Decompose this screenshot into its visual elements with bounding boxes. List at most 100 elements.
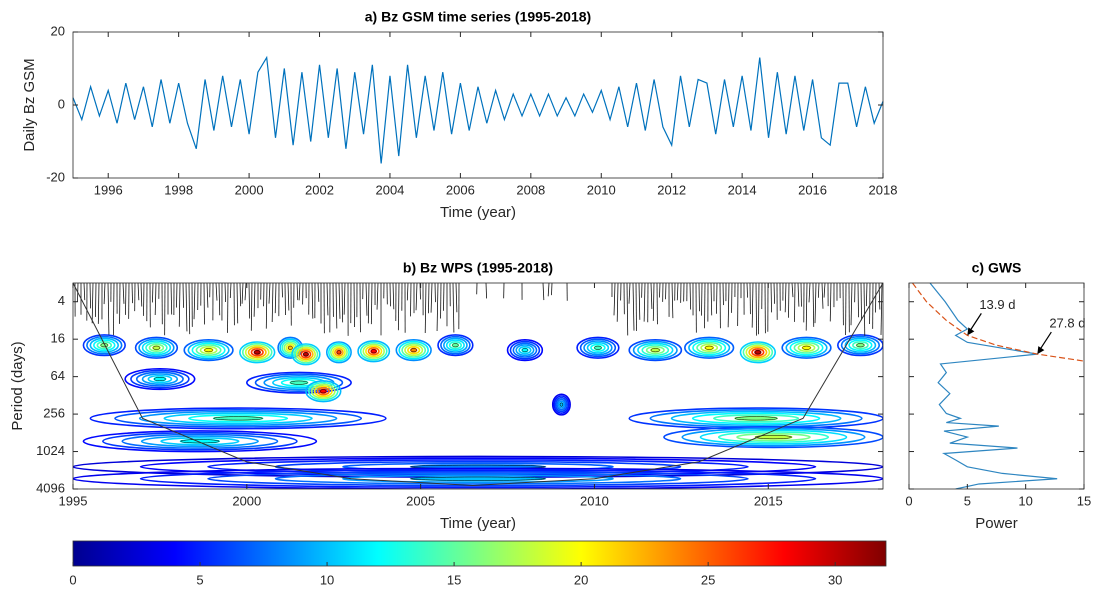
small-scale-contour bbox=[83, 283, 86, 301]
contour-level bbox=[334, 348, 344, 357]
small-scale-contour bbox=[613, 283, 616, 316]
contour-level bbox=[506, 339, 544, 362]
colorbar-tick-label: 25 bbox=[701, 572, 715, 587]
small-scale-contour bbox=[317, 283, 320, 302]
small-scale-contour bbox=[326, 283, 329, 316]
x-tick-label: 2000 bbox=[235, 182, 264, 197]
contour-level bbox=[844, 337, 877, 353]
small-scale-contour bbox=[152, 283, 154, 303]
contour-level bbox=[840, 335, 881, 355]
contour-level bbox=[332, 346, 346, 359]
contour-core bbox=[802, 345, 811, 350]
contour-level bbox=[93, 339, 116, 352]
x-tick-label: 2014 bbox=[728, 182, 757, 197]
small-scale-contour bbox=[250, 283, 253, 331]
contour-level bbox=[135, 371, 184, 387]
small-scale-contour bbox=[397, 283, 400, 331]
small-scale-contour bbox=[281, 283, 283, 298]
contour-level bbox=[73, 467, 883, 489]
contour-level bbox=[188, 414, 289, 423]
small-scale-contour bbox=[452, 283, 455, 333]
contour-level bbox=[247, 346, 267, 359]
contour-level bbox=[717, 431, 830, 444]
contour-level bbox=[121, 433, 279, 449]
y-tick-label: 16 bbox=[51, 331, 65, 346]
contour-level bbox=[163, 412, 313, 425]
contour-level bbox=[298, 348, 314, 361]
contour-level bbox=[82, 430, 318, 453]
small-scale-contour bbox=[367, 283, 370, 324]
small-scale-contour bbox=[850, 283, 853, 326]
small-scale-contour bbox=[370, 283, 373, 325]
small-scale-contour bbox=[415, 283, 418, 311]
y-tick-label: -20 bbox=[46, 169, 65, 184]
contour-level bbox=[308, 381, 339, 401]
small-scale-contour bbox=[857, 283, 859, 318]
small-scale-contour bbox=[485, 283, 487, 299]
contour-core bbox=[336, 350, 342, 355]
contour-level bbox=[124, 367, 196, 391]
small-scale-contour bbox=[710, 283, 713, 316]
y-tick-label: 0 bbox=[58, 96, 65, 111]
contour-level bbox=[692, 340, 727, 356]
small-scale-contour bbox=[338, 283, 341, 319]
small-scale-contour bbox=[814, 283, 817, 324]
contour-level bbox=[641, 344, 670, 357]
plot-area bbox=[72, 55, 884, 164]
x-axis-label: Time (year) bbox=[440, 515, 516, 532]
small-scale-contour bbox=[551, 283, 553, 296]
contour-level bbox=[663, 426, 883, 449]
small-scale-contour bbox=[443, 283, 445, 311]
small-scale-contour bbox=[206, 283, 209, 308]
chart-title: a) Bz GSM time series (1995-2018) bbox=[365, 9, 591, 25]
small-scale-contour bbox=[229, 283, 232, 298]
small-scale-contour bbox=[632, 283, 635, 331]
x-tick-label: 10 bbox=[1018, 493, 1032, 508]
contour-level bbox=[89, 337, 119, 353]
small-scale-contour bbox=[170, 283, 173, 315]
contour-level bbox=[82, 334, 126, 357]
x-tick-label: 2010 bbox=[580, 493, 609, 508]
small-scale-contour bbox=[863, 283, 866, 336]
x-tick-label: 2012 bbox=[657, 182, 686, 197]
small-scale-contour bbox=[268, 283, 271, 304]
contour-core bbox=[290, 380, 308, 385]
contour-level bbox=[239, 341, 276, 364]
annotation-label: 13.9 d bbox=[979, 297, 1015, 312]
contour-core bbox=[320, 389, 327, 394]
small-scale-contour bbox=[107, 283, 110, 335]
chart-title: c) GWS bbox=[972, 260, 1022, 276]
contour-level bbox=[362, 343, 385, 359]
contour-level bbox=[145, 341, 168, 354]
contour-level bbox=[293, 344, 319, 364]
contour-core bbox=[704, 345, 714, 350]
contour-level bbox=[147, 374, 173, 384]
small-scale-contour bbox=[95, 283, 97, 317]
contour-level bbox=[852, 340, 869, 350]
small-scale-contour bbox=[784, 283, 787, 313]
small-scale-contour bbox=[241, 283, 244, 304]
small-scale-contour bbox=[755, 283, 757, 336]
y-tick-label: 256 bbox=[43, 406, 65, 421]
colorbar-tick-label: 15 bbox=[447, 572, 461, 587]
contour-level bbox=[250, 348, 264, 357]
y-tick-label: 64 bbox=[51, 368, 65, 383]
colorbar-tick-label: 0 bbox=[69, 572, 76, 587]
contour-level bbox=[645, 345, 665, 355]
contour-level bbox=[148, 343, 165, 353]
chart-title: b) Bz WPS (1995-2018) bbox=[403, 260, 553, 276]
small-scale-contour bbox=[616, 283, 619, 322]
contour-level bbox=[745, 344, 771, 360]
small-scale-contour bbox=[274, 283, 277, 314]
small-scale-contour bbox=[794, 283, 796, 322]
series-line bbox=[929, 283, 1058, 489]
contour-level bbox=[325, 341, 352, 364]
x-tick-label: 2008 bbox=[516, 182, 545, 197]
small-scale-contour bbox=[244, 283, 247, 301]
contour-level bbox=[590, 343, 606, 353]
y-axis-label: Daily Bz GSM bbox=[21, 58, 38, 151]
x-axis-label: Power bbox=[975, 515, 1018, 532]
x-tick-label: 2005 bbox=[406, 493, 435, 508]
small-scale-contour bbox=[689, 283, 692, 310]
